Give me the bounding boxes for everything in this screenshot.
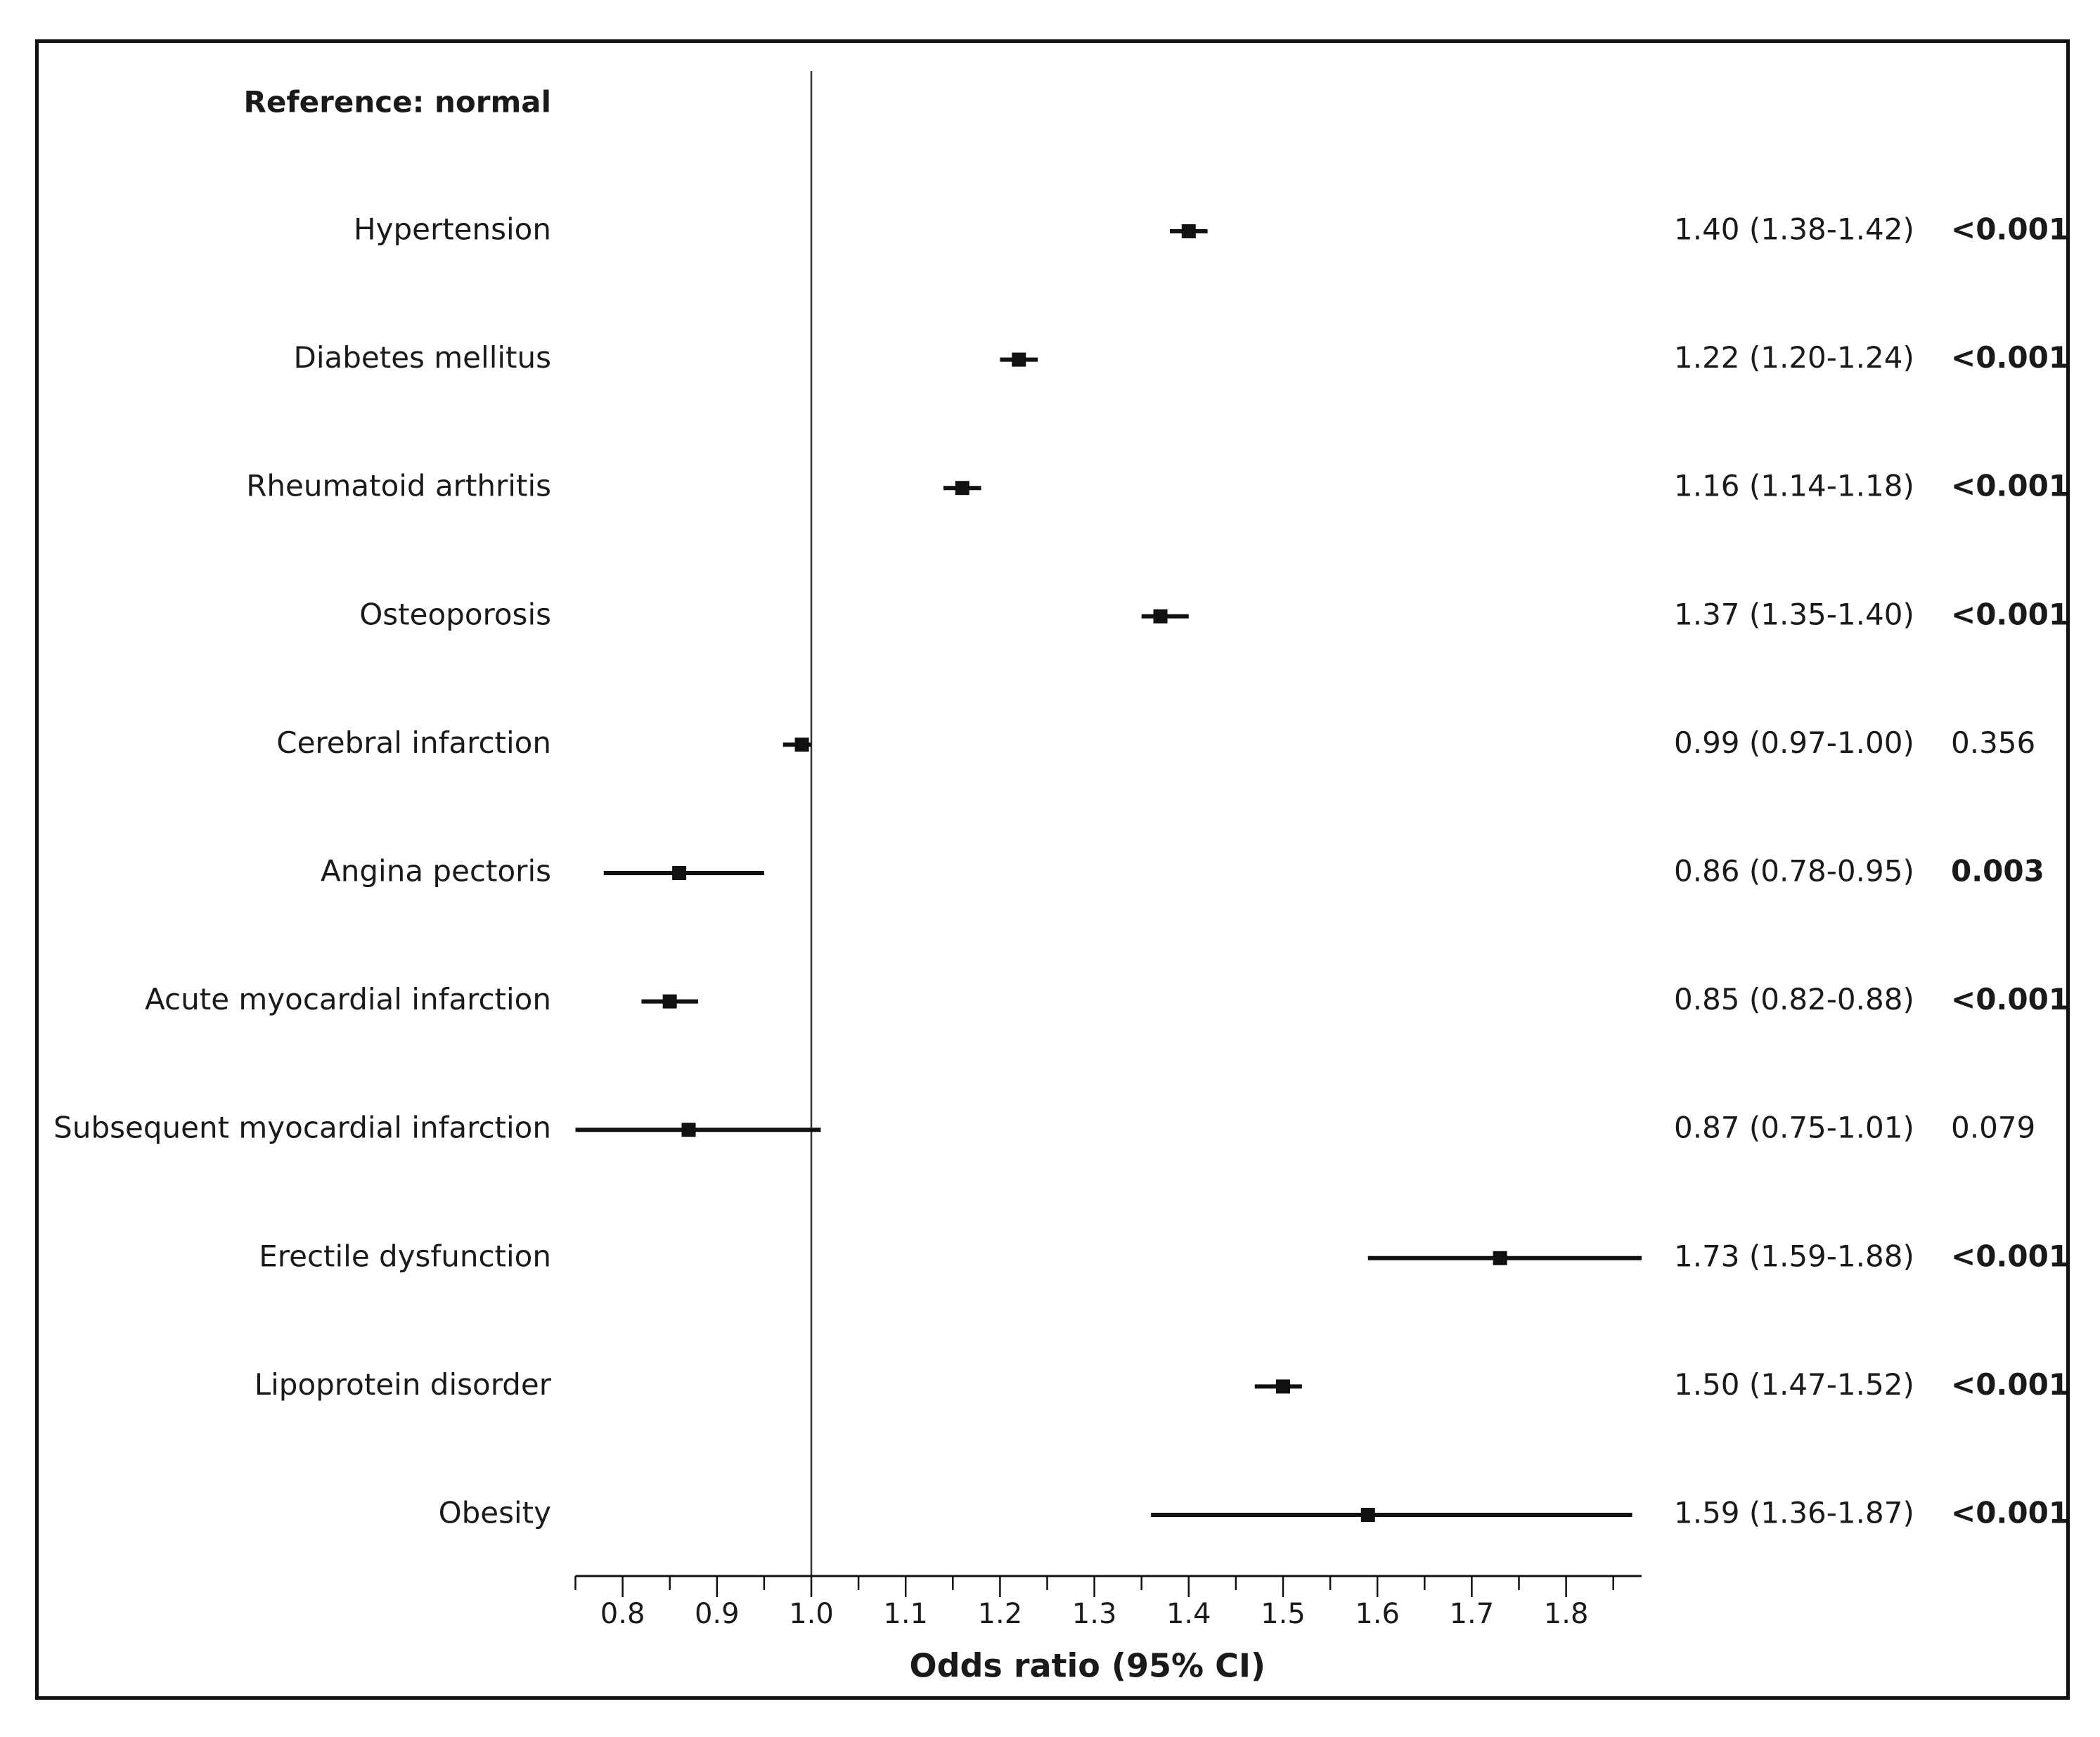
p-value-text: <0.001	[1951, 212, 2066, 247]
row-label: Hypertension	[354, 212, 551, 247]
p-value-text: <0.001	[1951, 1367, 2066, 1402]
point-estimate-marker	[955, 481, 970, 496]
forest-row: Lipoprotein disorder 1.50 (1.47-1.52) <0.0…	[255, 1367, 2066, 1402]
row-label: Cerebral infarction	[276, 725, 551, 760]
point-estimate-marker	[794, 737, 809, 752]
row-label: Erectile dysfunction	[259, 1239, 551, 1273]
reference-label: Reference: normal	[244, 85, 551, 120]
x-axis: 0.8 0.9 1.0 1.1 1.2 1.3 1.4 1.5 1.6 1.7 1.8	[574, 1575, 1642, 1630]
p-value-text: <0.001	[1951, 982, 2066, 1016]
row-label: Diabetes mellitus	[293, 340, 551, 375]
odds-ratio-text: 1.50 (1.47-1.52)	[1674, 1367, 1914, 1402]
point-estimate-marker	[1153, 609, 1168, 624]
p-value-text: 0.079	[1951, 1111, 2035, 1145]
row-label: Acute myocardial infarction	[145, 982, 551, 1016]
odds-ratio-text: 1.16 (1.14-1.18)	[1674, 469, 1914, 503]
p-value-text: <0.001	[1951, 340, 2066, 375]
forest-row: Angina pectoris 0.86 (0.78-0.95) 0.003	[321, 854, 2044, 889]
point-estimate-marker	[1012, 352, 1026, 367]
forest-row: Osteoporosis 1.37 (1.35-1.40) <0.001	[359, 597, 2066, 631]
odds-ratio-text: 0.86 (0.78-0.95)	[1674, 854, 1914, 889]
point-estimate-marker	[1181, 224, 1196, 238]
row-label: Angina pectoris	[321, 854, 551, 889]
forest-rows: Hypertension 1.40 (1.38-1.42) <0.001Diabet…	[53, 212, 2066, 1530]
x-axis-title: Odds ratio (95% CI)	[909, 1647, 1265, 1685]
point-estimate-marker	[1493, 1251, 1507, 1265]
x-tick-label: 1.7	[1450, 1598, 1495, 1630]
row-label: Rheumatoid arthritis	[246, 469, 551, 503]
forest-row: Rheumatoid arthritis 1.16 (1.14-1.18) <0.0…	[246, 469, 2066, 503]
forest-row: Acute myocardial infarction 0.85 (0.82-0.…	[145, 982, 2066, 1016]
odds-ratio-text: 0.85 (0.82-0.88)	[1674, 982, 1914, 1016]
p-value-text: 0.356	[1951, 725, 2035, 760]
x-tick-label: 1.2	[978, 1598, 1023, 1630]
odds-ratio-text: 1.40 (1.38-1.42)	[1674, 212, 1914, 247]
p-value-text: <0.001	[1951, 597, 2066, 631]
x-tick-label: 1.6	[1355, 1598, 1400, 1630]
p-value-text: 0.003	[1951, 854, 2044, 889]
row-label: Obesity	[439, 1496, 551, 1530]
forest-row: Obesity 1.59 (1.36-1.87) <0.001	[439, 1496, 2066, 1530]
p-value-text: <0.001	[1951, 1496, 2066, 1530]
x-tick-label: 1.0	[789, 1598, 834, 1630]
row-label: Osteoporosis	[359, 597, 551, 631]
forest-row: Erectile dysfunction 1.73 (1.59-1.88) <0.0…	[259, 1239, 2066, 1273]
x-tick-label: 0.8	[600, 1598, 645, 1630]
point-estimate-marker	[662, 994, 677, 1009]
point-estimate-marker	[1276, 1379, 1290, 1394]
odds-ratio-text: 0.87 (0.75-1.01)	[1674, 1111, 1914, 1145]
forest-plot: Reference: normal Hypertension 1.40 (1.38…	[53, 71, 2066, 1685]
p-value-text: <0.001	[1951, 469, 2066, 503]
odds-ratio-text: 1.59 (1.36-1.87)	[1674, 1496, 1914, 1530]
forest-row: Subsequent myocardial infarction 0.87 (0.…	[53, 1111, 2035, 1145]
x-tick-label: 1.1	[883, 1598, 928, 1630]
forest-row: Hypertension 1.40 (1.38-1.42) <0.001	[354, 212, 2066, 247]
x-tick-label: 1.8	[1544, 1598, 1589, 1630]
p-value-text: <0.001	[1951, 1239, 2066, 1273]
x-tick-label: 1.4	[1166, 1598, 1211, 1630]
odds-ratio-text: 1.37 (1.35-1.40)	[1674, 597, 1914, 631]
x-tick-label: 1.5	[1261, 1598, 1306, 1630]
point-estimate-marker	[1360, 1508, 1375, 1522]
x-tick-label: 1.3	[1072, 1598, 1117, 1630]
odds-ratio-text: 0.99 (0.97-1.00)	[1674, 725, 1914, 760]
figure-frame: Reference: normal Hypertension 1.40 (1.38…	[35, 39, 2070, 1700]
row-label: Subsequent myocardial infarction	[53, 1111, 551, 1145]
odds-ratio-text: 1.73 (1.59-1.88)	[1674, 1239, 1914, 1273]
x-tick-label: 0.9	[695, 1598, 740, 1630]
odds-ratio-text: 1.22 (1.20-1.24)	[1674, 340, 1914, 375]
forest-row: Diabetes mellitus 1.22 (1.20-1.24) <0.001	[293, 340, 2066, 375]
point-estimate-marker	[681, 1123, 696, 1137]
point-estimate-marker	[672, 866, 687, 880]
row-label: Lipoprotein disorder	[255, 1367, 552, 1402]
forest-row: Cerebral infarction 0.99 (0.97-1.00) 0.356	[276, 725, 2035, 760]
